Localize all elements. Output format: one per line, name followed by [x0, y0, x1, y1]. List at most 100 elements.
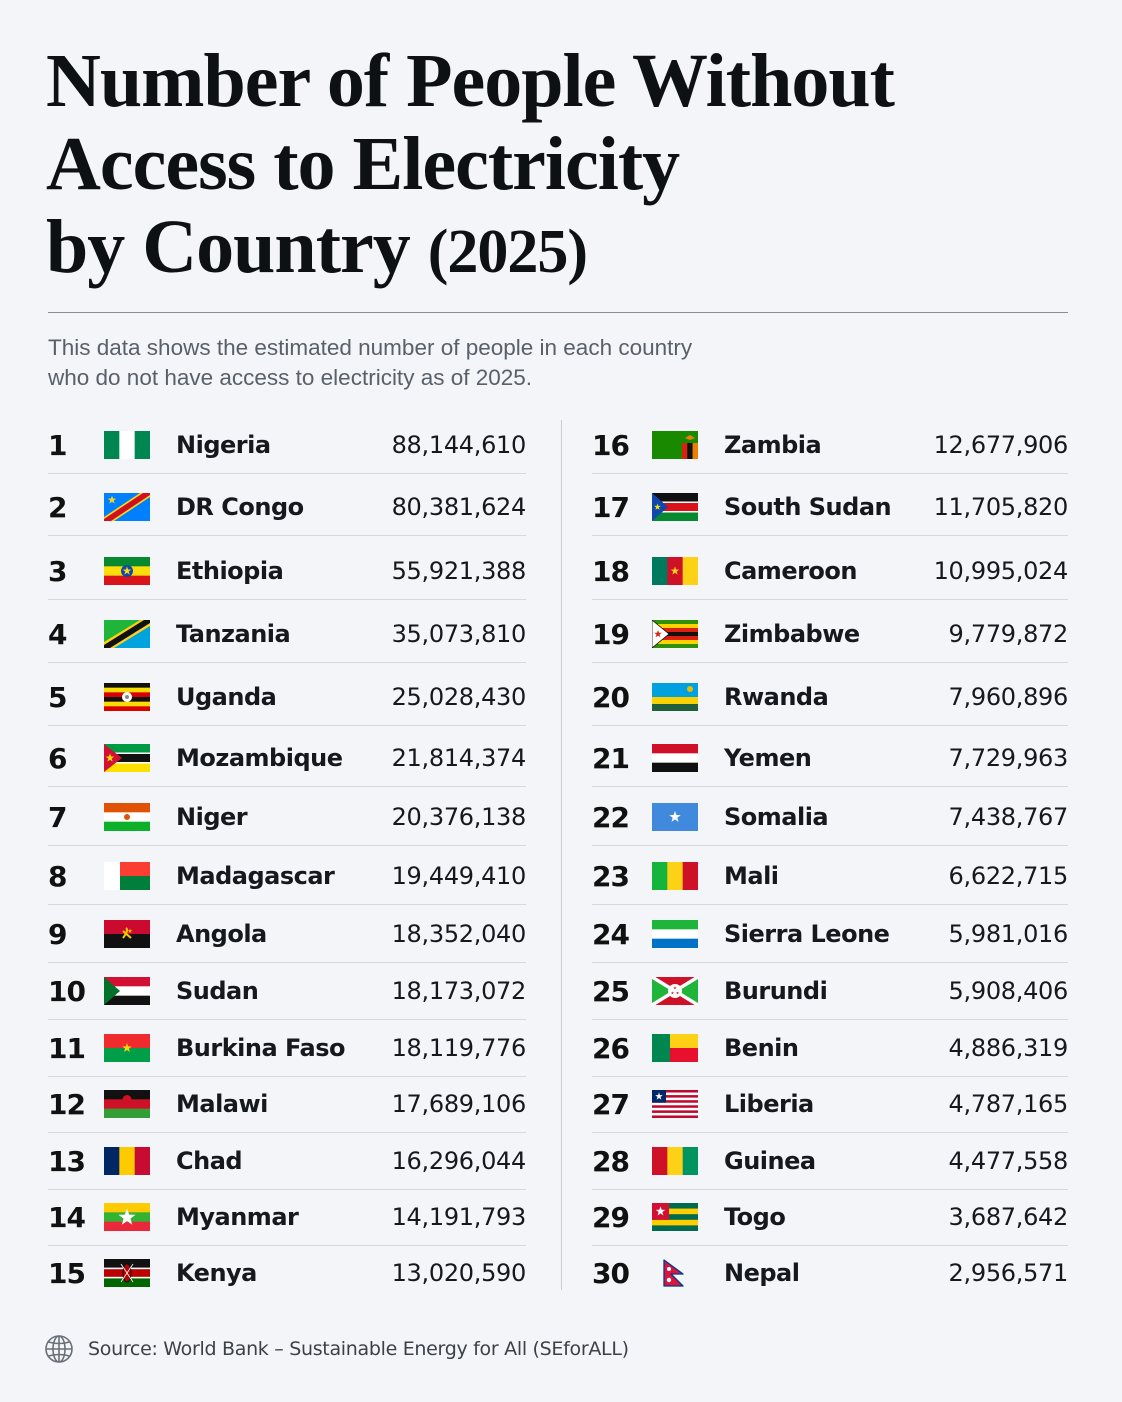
table-row: 12 Malawi 17,689,106	[48, 1075, 526, 1133]
rank-number: 22	[592, 800, 630, 834]
rank-number: 5	[48, 680, 67, 714]
people-count: 35,073,810	[391, 620, 527, 648]
rank-number: 14	[48, 1200, 86, 1234]
country-name: Mozambique	[176, 744, 343, 772]
row-divider	[48, 845, 526, 846]
mozambique-flag-icon	[104, 744, 150, 772]
title-divider	[48, 312, 1068, 313]
title-line-3: by Country (2025)	[46, 206, 1046, 294]
rank-number: 17	[592, 490, 630, 524]
people-count: 11,705,820	[933, 493, 1069, 521]
table-row: 7 Niger 20,376,138	[48, 788, 526, 846]
title-year: (2025)	[427, 218, 588, 286]
people-count: 20,376,138	[391, 803, 527, 831]
country-name: Togo	[724, 1203, 786, 1231]
rank-number: 16	[592, 428, 630, 462]
table-row: 11 Burkina Faso 18,119,776	[48, 1019, 526, 1077]
zambia-flag-icon	[652, 431, 698, 459]
sudan-flag-icon	[104, 977, 150, 1005]
rank-number: 8	[48, 859, 67, 893]
table-row: 28 Guinea 4,477,558	[592, 1132, 1068, 1190]
table-row: 22 Somalia 7,438,767	[592, 788, 1068, 846]
people-count: 4,787,165	[948, 1090, 1069, 1118]
row-divider	[592, 1189, 1068, 1190]
subtitle-line-2: who do not have access to electricity as…	[48, 365, 533, 390]
country-name: Myanmar	[176, 1203, 299, 1231]
people-count: 25,028,430	[391, 683, 527, 711]
row-divider	[48, 962, 526, 963]
country-name: Chad	[176, 1147, 243, 1175]
country-name: Uganda	[176, 683, 277, 711]
rank-number: 23	[592, 859, 630, 893]
rank-number: 30	[592, 1256, 630, 1290]
country-name: Burundi	[724, 977, 828, 1005]
rank-number: 9	[48, 917, 67, 951]
rank-number: 1	[48, 428, 67, 462]
people-count: 19,449,410	[391, 862, 527, 890]
benin-flag-icon	[652, 1034, 698, 1062]
table-row: 5 Uganda 25,028,430	[48, 668, 526, 726]
country-name: Cameroon	[724, 557, 857, 585]
rank-number: 24	[592, 917, 630, 951]
nigeria-flag-icon	[104, 431, 150, 459]
rank-number: 6	[48, 741, 67, 775]
row-divider	[592, 1076, 1068, 1077]
people-count: 3,687,642	[948, 1203, 1069, 1231]
table-row: 17 South Sudan 11,705,820	[592, 478, 1068, 536]
row-divider	[48, 473, 526, 474]
rank-number: 18	[592, 554, 630, 588]
rank-number: 25	[592, 974, 630, 1008]
myanmar-flag-icon	[104, 1203, 150, 1231]
country-name: Benin	[724, 1034, 799, 1062]
row-divider	[48, 1076, 526, 1077]
source-text: Source: World Bank – Sustainable Energy …	[88, 1338, 629, 1360]
table-row: 24 Sierra Leone 5,981,016	[592, 905, 1068, 963]
row-divider	[592, 1245, 1068, 1246]
people-count: 7,438,767	[948, 803, 1069, 831]
rank-number: 20	[592, 680, 630, 714]
yemen-flag-icon	[652, 744, 698, 772]
people-count: 55,921,388	[391, 557, 527, 585]
row-divider	[592, 1132, 1068, 1133]
country-name: Sudan	[176, 977, 259, 1005]
source-note: Source: World Bank – Sustainable Energy …	[44, 1334, 629, 1364]
malawi-flag-icon	[104, 1090, 150, 1118]
people-count: 4,886,319	[948, 1034, 1069, 1062]
country-name: Rwanda	[724, 683, 829, 711]
nepal-flag-icon	[652, 1259, 698, 1287]
rwanda-flag-icon	[652, 683, 698, 711]
country-name: DR Congo	[176, 493, 304, 521]
table-row: 9 Angola 18,352,040	[48, 905, 526, 963]
table-row: 20 Rwanda 7,960,896	[592, 668, 1068, 726]
country-name: Liberia	[724, 1090, 814, 1118]
rank-number: 21	[592, 741, 630, 775]
row-divider	[592, 904, 1068, 905]
rank-number: 4	[48, 617, 67, 651]
people-count: 18,119,776	[391, 1034, 527, 1062]
table-row: 29 Togo 3,687,642	[592, 1188, 1068, 1246]
people-count: 14,191,793	[391, 1203, 527, 1231]
row-divider	[48, 1245, 526, 1246]
table-row: 1 Nigeria 88,144,610	[48, 416, 526, 474]
people-count: 7,729,963	[948, 744, 1069, 772]
madagascar-flag-icon	[104, 862, 150, 890]
row-divider	[48, 535, 526, 536]
row-divider	[592, 962, 1068, 963]
people-count: 7,960,896	[948, 683, 1069, 711]
somalia-flag-icon	[652, 803, 698, 831]
rank-number: 7	[48, 800, 67, 834]
rank-number: 3	[48, 554, 67, 588]
sierra-leone-flag-icon	[652, 920, 698, 948]
angola-flag-icon	[104, 920, 150, 948]
country-name: Madagascar	[176, 862, 335, 890]
people-count: 17,689,106	[391, 1090, 527, 1118]
row-divider	[592, 725, 1068, 726]
liberia-flag-icon	[652, 1090, 698, 1118]
title-line-1: Number of People Without	[46, 39, 895, 123]
people-count: 2,956,571	[948, 1259, 1069, 1287]
guinea-flag-icon	[652, 1147, 698, 1175]
country-name: Nepal	[724, 1259, 800, 1287]
ethiopia-flag-icon	[104, 557, 150, 585]
people-count: 12,677,906	[933, 431, 1069, 459]
country-name: Yemen	[724, 744, 812, 772]
